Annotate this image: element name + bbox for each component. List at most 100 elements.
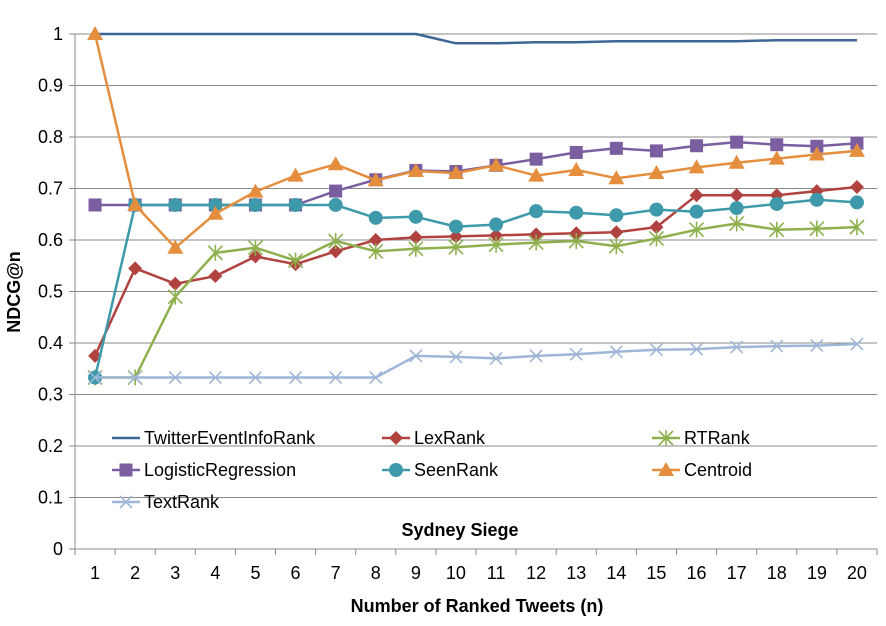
data-point-lexrank [609, 225, 624, 240]
marker-stroke [128, 370, 142, 385]
marker-stroke [88, 370, 102, 385]
data-point-lexrank [689, 188, 704, 203]
data-point-rtrank [328, 233, 344, 250]
marker-stroke [208, 370, 222, 385]
data-point-seenrank [609, 208, 624, 223]
x-tick-label: 11 [487, 563, 506, 583]
legend-item-rtrank: RTRank [652, 428, 751, 448]
data-point-textrank [730, 340, 744, 354]
marker-stroke [689, 342, 704, 356]
data-point-seenrank [408, 209, 423, 224]
x-tick-label: 10 [446, 563, 466, 583]
legend-item-centroid: Centroid [652, 460, 752, 480]
x-tick-label: 16 [687, 563, 707, 583]
data-point-logisticregression [770, 138, 784, 152]
series-rtrank [87, 215, 865, 386]
legend-label: RTRank [684, 428, 751, 448]
x-tick-label: 20 [847, 563, 867, 583]
x-tick-label: 7 [331, 563, 341, 583]
data-point-rtrank [368, 243, 384, 260]
marker-stroke [288, 370, 303, 385]
data-point-centroid [127, 196, 144, 211]
data-point-centroid [207, 205, 224, 220]
data-point-seenrank [208, 197, 223, 212]
legend-label: SeenRank [414, 460, 499, 480]
data-point-centroid [608, 170, 625, 185]
data-point-textrank [649, 343, 664, 357]
data-point-textrank [369, 370, 383, 385]
data-point-lexrank [448, 229, 463, 244]
data-point-centroid [848, 142, 865, 157]
data-point-lexrank [168, 276, 183, 291]
data-point-seenrank [168, 197, 183, 212]
legend: TwitterEventInfoRank LexRank RTRank Logisti… [112, 428, 752, 512]
legend-swatch-marker [119, 495, 133, 509]
legend-item-lexrank: LexRank [382, 428, 486, 448]
marker-stroke [489, 351, 503, 366]
data-point-rtrank [568, 233, 584, 250]
y-tick-label: 0.2 [38, 436, 63, 456]
data-point-seenrank [649, 202, 664, 217]
data-point-rtrank [849, 219, 865, 236]
marker-stroke [529, 349, 543, 363]
marker-stroke [119, 495, 133, 509]
gridlines [75, 33, 877, 498]
y-axis-title: NDCG@n [4, 251, 24, 333]
y-tick-label: 0 [53, 539, 63, 559]
data-point-rtrank [528, 234, 544, 251]
series-line-centroid [93, 33, 858, 249]
data-point-logisticregression [690, 139, 704, 153]
chart-annotation: Sydney Siege [401, 520, 518, 540]
series-line-seenrank [93, 198, 858, 378]
x-tick-label: 3 [170, 563, 180, 583]
x-tick-label: 8 [371, 563, 381, 583]
data-point-textrank [248, 370, 263, 385]
data-point-centroid [528, 167, 545, 182]
data-point-rtrank [287, 252, 304, 269]
data-point-rtrank [729, 215, 745, 232]
data-point-rtrank [448, 239, 464, 256]
y-tick-label: 0.1 [38, 488, 63, 508]
data-point-seenrank [288, 197, 303, 212]
data-point-logisticregression [529, 152, 543, 166]
x-tick-label: 4 [210, 563, 220, 583]
data-point-lexrank [649, 220, 664, 235]
data-point-centroid [247, 183, 264, 198]
data-point-centroid [167, 239, 184, 254]
data-point-textrank [449, 350, 463, 364]
marker-stroke [569, 347, 583, 361]
x-tick-labels: 1 2 3 4 5 6 7 8 9 10 11 12 13 14 15 16 17 18 19 20 [90, 563, 867, 583]
series-twittereventinforank [95, 32, 857, 45]
x-tick-label: 9 [411, 563, 421, 583]
data-point-lexrank [489, 228, 504, 243]
data-point-textrank [88, 370, 102, 385]
data-point-seenrank [809, 192, 824, 207]
x-tick-label: 17 [727, 563, 747, 583]
marker-stroke [810, 339, 824, 353]
series-lexrank [88, 179, 864, 363]
data-point-textrank [409, 349, 423, 363]
data-point-centroid [87, 26, 104, 40]
data-point-logisticregression [329, 184, 343, 198]
data-point-lexrank [408, 230, 423, 245]
data-point-textrank [850, 337, 864, 351]
data-point-logisticregression [569, 145, 583, 159]
marker-stroke [449, 350, 463, 364]
marker-stroke [409, 349, 423, 363]
data-point-lexrank [248, 249, 263, 264]
legend-swatch-marker [658, 430, 674, 446]
data-point-centroid [327, 156, 344, 171]
marker-stroke [248, 370, 263, 385]
marker-stroke [730, 340, 744, 354]
data-point-textrank [208, 370, 222, 385]
axes [69, 33, 878, 555]
data-point-textrank [288, 370, 303, 385]
series-line-textrank [95, 342, 858, 379]
data-point-centroid [648, 165, 665, 180]
data-point-centroid [728, 154, 745, 169]
data-point-logisticregression [88, 198, 102, 212]
y-tick-label: 0.3 [38, 385, 63, 405]
data-point-seenrank [529, 204, 544, 219]
